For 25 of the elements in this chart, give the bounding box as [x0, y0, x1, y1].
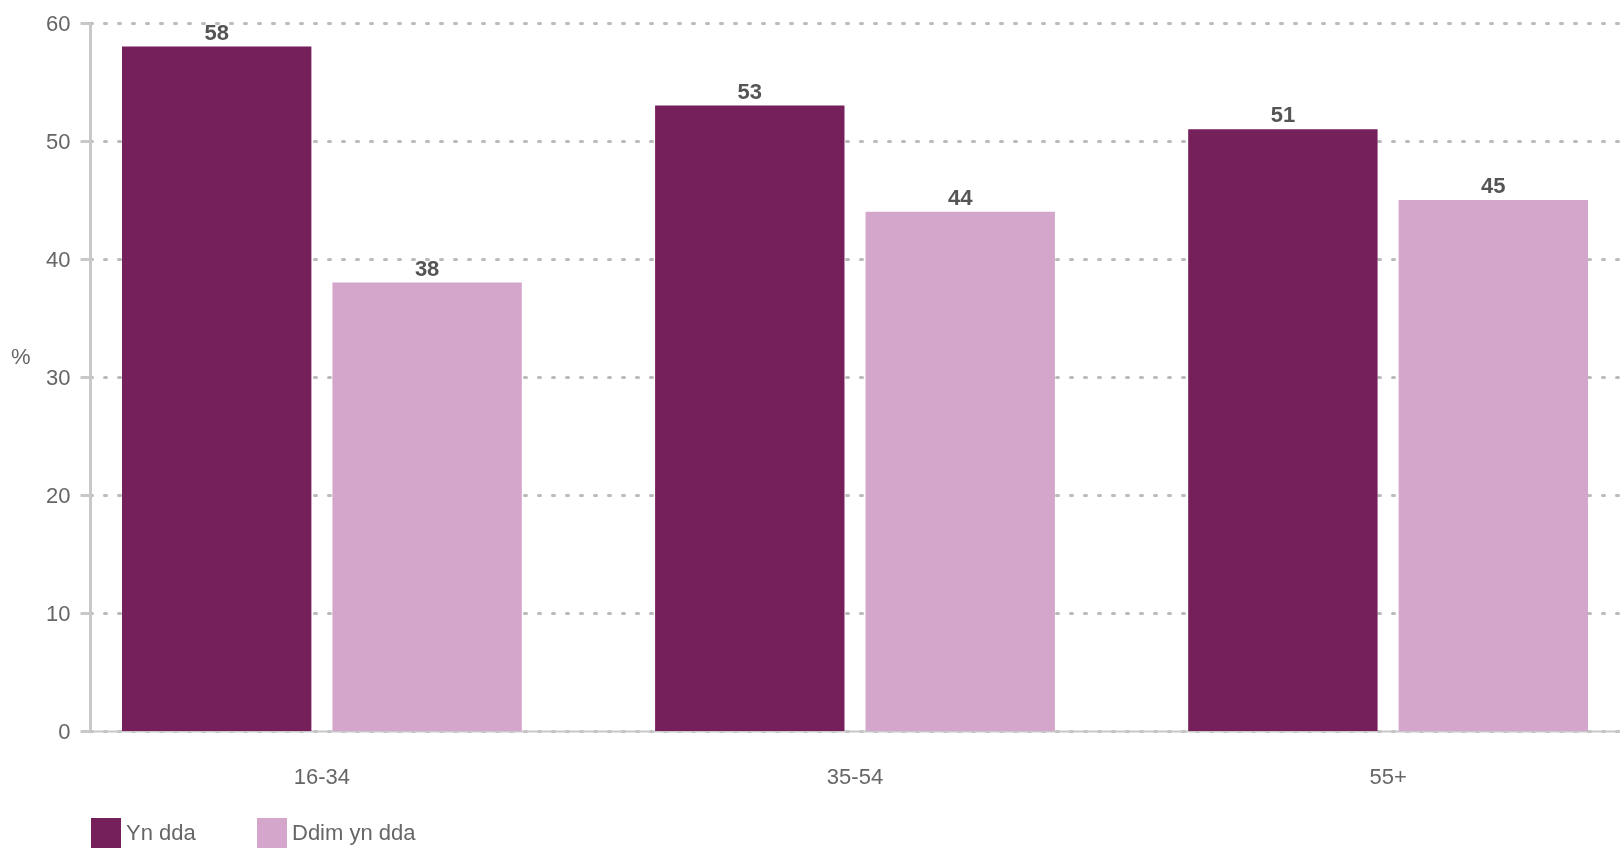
data-label: 51 — [1270, 102, 1296, 128]
bar — [865, 211, 1055, 731]
y-tick-label: 60 — [46, 10, 71, 36]
bar — [655, 105, 845, 731]
bar — [332, 282, 522, 731]
data-label: 38 — [414, 255, 440, 281]
legend-label: Ddim yn dda — [292, 820, 417, 845]
bar — [1188, 129, 1378, 731]
x-tick-label: 35-54 — [826, 763, 884, 789]
y-axis-title: % — [10, 343, 31, 369]
y-tick-label: 40 — [46, 246, 71, 272]
data-label: 53 — [737, 78, 763, 104]
y-tick-label: 10 — [46, 600, 71, 626]
x-tick-label: 55+ — [1369, 763, 1407, 789]
bar — [121, 46, 312, 731]
data-label: 44 — [947, 184, 974, 210]
bar — [1398, 200, 1589, 731]
data-label: 45 — [1481, 173, 1506, 198]
legend-label: Yn dda — [126, 820, 197, 845]
y-tick-label: 30 — [46, 364, 71, 390]
y-tick-label: 20 — [46, 482, 71, 508]
y-tick-label: 0 — [58, 718, 71, 744]
x-tick-label: 16-34 — [293, 763, 351, 789]
data-label: 58 — [204, 19, 229, 45]
y-tick-label: 50 — [46, 128, 71, 154]
